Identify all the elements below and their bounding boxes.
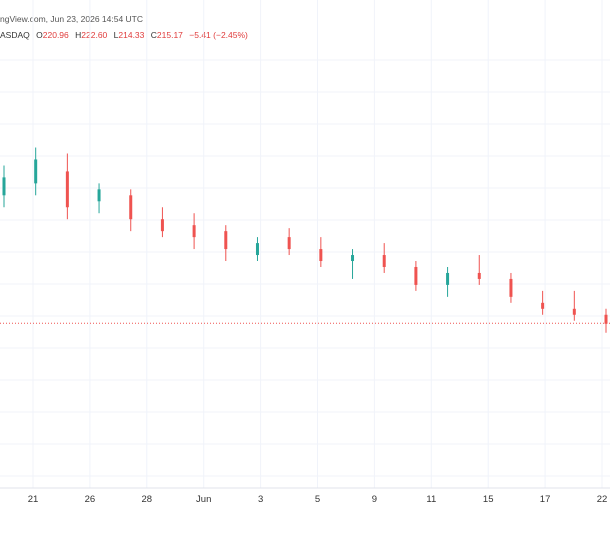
ohlc-legend: ASDAQ O220.96 H222.60 L214.33 C215.17 −5… [0,30,252,40]
candle [65,153,69,220]
candle [541,290,545,315]
change-value: −5.41 (−2.45%) [189,30,248,40]
x-tick-label: 21 [28,494,39,505]
x-tick-label: 9 [372,494,377,505]
open-key: O [36,30,43,40]
candle [604,308,608,333]
candle-body [192,225,196,238]
exchange-label: ASDAQ [0,30,30,40]
x-tick-label: Jun [196,494,211,505]
candle-body [65,171,69,208]
candle [509,272,513,303]
candle-body [319,249,323,262]
candle [160,207,164,238]
candle-body [224,231,228,250]
high-value: 222.60 [81,30,108,40]
x-tick-label: 15 [483,494,494,505]
candle-body [414,266,418,285]
low-value: 214.33 [118,30,145,40]
candle-body [129,195,133,220]
candle [446,266,450,297]
x-tick-label: 17 [540,494,551,505]
candle-body [477,272,481,279]
x-tick-label: 3 [258,494,263,505]
candle-body [604,314,608,324]
candle-body [34,159,38,184]
candles-layer [2,147,608,333]
candle-body [541,302,545,309]
candle-body [351,255,355,262]
candle [319,237,323,267]
grid-layer [0,0,610,488]
candle [572,290,576,321]
x-tick-label: 5 [315,494,320,505]
x-tick-label: 28 [142,494,153,505]
close-key: C [150,30,157,40]
candle-body [97,189,101,202]
candle-body [2,177,6,196]
open-value: 220.96 [42,30,69,40]
x-tick-label: 22 [597,494,608,505]
candle [255,237,259,262]
candle [477,255,481,285]
candle-body [382,255,386,267]
candle-body [572,308,576,315]
candle [192,213,196,250]
candle [287,228,291,256]
candle [414,261,418,291]
candle [224,225,228,262]
candle-body [509,278,513,297]
candle-body [160,219,164,232]
high-key: H [75,30,82,40]
candle [2,165,6,208]
x-tick-label: 11 [426,494,436,505]
candle-body [287,237,291,250]
candle [382,243,386,273]
x-tick-label: 26 [85,494,96,505]
candle-body [446,272,450,285]
candle [97,183,101,214]
candle [351,249,355,279]
candle [129,189,133,232]
close-value: 215.17 [156,30,183,40]
low-key: L [113,30,119,40]
time-axis-labels: 21 26 28 Jun 3 5 9 11 15 17 22 [28,494,608,505]
candle-body [255,243,259,256]
chart-source-line: ngView.com, Jun 23, 2026 14:54 UTC [0,14,143,24]
candle [34,147,38,196]
source-text: ngView.com, Jun 23, 2026 14:54 UTC [0,14,144,24]
